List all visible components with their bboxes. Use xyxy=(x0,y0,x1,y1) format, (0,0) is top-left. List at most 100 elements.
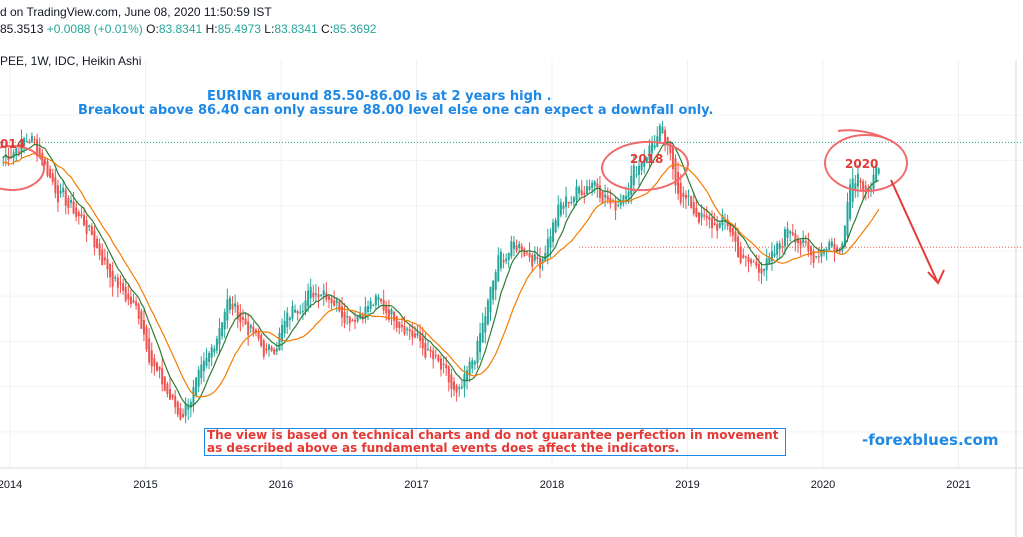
candle-body xyxy=(539,258,542,269)
candle-body xyxy=(93,230,96,248)
candle-body xyxy=(455,385,458,393)
candle-body xyxy=(213,348,216,353)
candle-body xyxy=(260,334,263,347)
candle-body xyxy=(15,147,18,156)
x-tick-2016: 2016 xyxy=(269,479,293,491)
candle-body xyxy=(525,252,528,254)
candle-body xyxy=(854,183,857,191)
candle-body xyxy=(187,405,190,410)
candle-body xyxy=(591,182,594,189)
candle-body xyxy=(28,141,31,143)
candle-body xyxy=(750,259,753,264)
candle-body xyxy=(228,297,231,310)
candle-body xyxy=(445,364,448,369)
candle-body xyxy=(781,246,784,248)
candle-body xyxy=(734,231,737,242)
candle-body xyxy=(116,277,119,288)
candle-body xyxy=(155,362,158,371)
candle-body xyxy=(411,330,414,337)
candle-body xyxy=(348,316,351,324)
candle-body xyxy=(614,200,617,211)
candle-body xyxy=(268,344,271,350)
candle-body xyxy=(544,252,547,261)
candle-body xyxy=(197,369,200,387)
candle-body xyxy=(166,383,169,395)
candle-body xyxy=(367,306,370,312)
candle-body xyxy=(815,255,818,257)
low-label: L: xyxy=(264,22,275,36)
candle-body xyxy=(770,251,773,261)
candle-body xyxy=(241,317,244,320)
candle-body xyxy=(833,243,836,252)
candle-body xyxy=(215,338,218,351)
candle-body xyxy=(320,294,323,296)
candle-body xyxy=(221,322,224,337)
candle-body xyxy=(468,361,471,376)
high-value: 85.4973 xyxy=(217,22,261,36)
candle-body xyxy=(393,311,396,321)
candle-body xyxy=(101,249,104,266)
candle-body xyxy=(281,325,284,342)
candle-body xyxy=(549,236,552,248)
candle-body xyxy=(286,312,289,328)
candle-body xyxy=(38,147,41,158)
candle-body xyxy=(364,306,367,318)
candle-body xyxy=(192,387,195,405)
candle-body xyxy=(137,303,140,319)
candle-body xyxy=(859,180,862,183)
candle-body xyxy=(502,260,505,263)
ma-fast xyxy=(2,141,879,408)
candle-body xyxy=(476,340,479,364)
candle-body xyxy=(416,333,419,336)
candle-body xyxy=(518,243,521,248)
candle-body xyxy=(98,243,101,256)
candle-body xyxy=(596,183,599,188)
candle-body xyxy=(486,300,489,325)
price-value: 85.3513 xyxy=(0,22,44,36)
candle-body xyxy=(846,201,849,237)
candle-body xyxy=(273,349,276,355)
low-value: 83.8341 xyxy=(274,22,318,36)
candles xyxy=(2,120,880,424)
candle-body xyxy=(875,165,878,182)
candle-body xyxy=(760,268,763,274)
candle-body xyxy=(598,185,601,198)
candle-body xyxy=(466,370,469,381)
candle-body xyxy=(210,347,213,358)
annotation-line-2: Breakout above 86.40 can only assure 88.… xyxy=(78,103,714,118)
candle-body xyxy=(572,197,575,203)
candle-body xyxy=(158,366,161,371)
candle-body xyxy=(856,173,859,187)
candle-body xyxy=(690,196,693,209)
candle-body xyxy=(122,283,125,291)
candle-body xyxy=(630,175,633,195)
candle-body xyxy=(499,251,502,269)
candle-body xyxy=(679,182,682,203)
candle-body xyxy=(494,272,497,291)
candle-body xyxy=(72,201,75,214)
candle-body xyxy=(533,254,536,261)
candle-body xyxy=(129,296,132,305)
candle-body xyxy=(666,136,669,146)
candle-body xyxy=(59,190,62,194)
disclaimer-box: The view is based on technical charts an… xyxy=(204,428,786,456)
candle-body xyxy=(30,135,33,143)
candle-body xyxy=(512,241,515,249)
candle-body xyxy=(872,174,875,189)
candle-body xyxy=(718,223,721,228)
candle-body xyxy=(69,199,72,203)
candle-body xyxy=(46,161,49,177)
candle-body xyxy=(807,241,810,252)
candle-body xyxy=(776,243,779,255)
candle-body xyxy=(327,296,330,300)
candle-body xyxy=(234,303,237,307)
label-2014: 014 xyxy=(0,137,25,151)
candle-body xyxy=(426,348,429,351)
candle-body xyxy=(200,364,203,379)
candle-body xyxy=(682,192,685,197)
candle-body xyxy=(828,242,831,251)
candle-body xyxy=(361,315,364,319)
candle-body xyxy=(424,343,427,358)
candle-body xyxy=(275,348,278,352)
